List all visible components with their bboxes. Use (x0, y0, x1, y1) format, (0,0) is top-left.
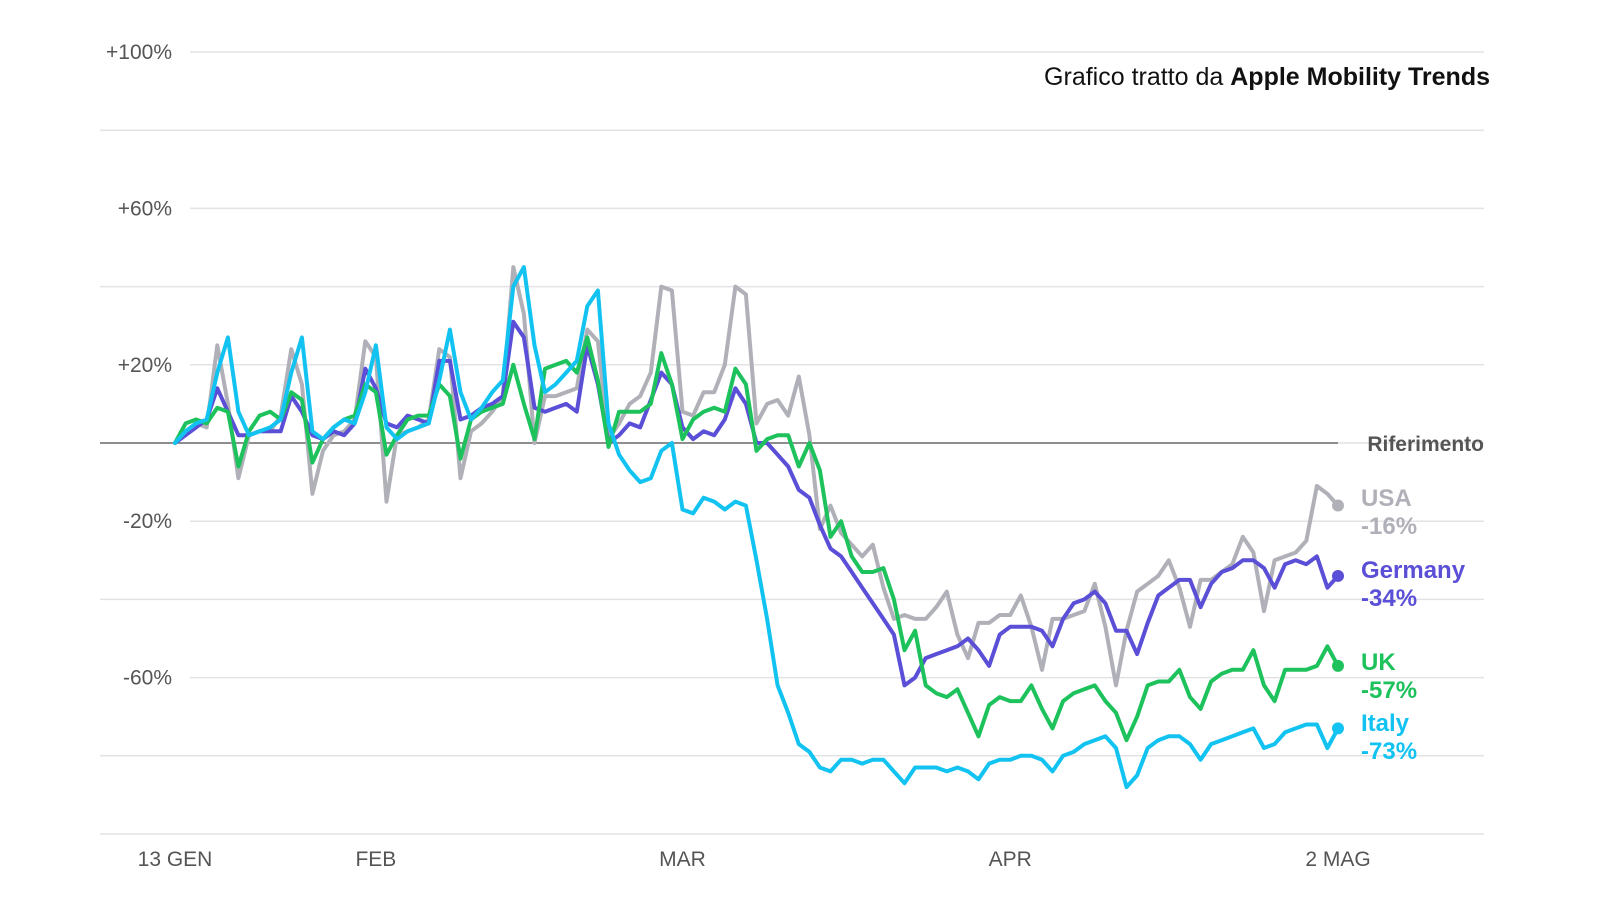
x-axis-ticks: 13 GEN FEB MAR APR 2 MAG (138, 848, 1371, 871)
y-tick-label: +60% (118, 197, 172, 220)
series-end-dot-usa (1332, 499, 1344, 512)
series-line-italy (173, 265, 1340, 790)
y-tick-label: -60% (123, 667, 172, 690)
series-end-dot-italy (1332, 722, 1344, 735)
x-tick-label: FEB (355, 848, 396, 871)
series-name-italy: Italy (1361, 710, 1410, 737)
series-end-dot-germany (1332, 569, 1344, 582)
series-end-labels: USA-16% Germany-34% UK-57% Italy-73% (1361, 485, 1466, 765)
series-name-germany: Germany (1361, 557, 1466, 584)
credit-source: Apple Mobility Trends (1230, 63, 1490, 91)
y-tick-label: +100% (106, 41, 172, 64)
series-value-uk: -57% (1361, 677, 1417, 704)
series-line-uk (173, 335, 1340, 743)
y-tick-label: -20% (123, 510, 172, 533)
y-axis-ticks: +100% +60% +20% -20% -60% (106, 41, 172, 690)
x-tick-label: APR (989, 848, 1032, 871)
series-line-usa (173, 265, 1340, 688)
series-lines (173, 265, 1344, 790)
y-tick-label: +20% (118, 354, 172, 377)
series-value-usa: -16% (1361, 513, 1417, 540)
series-line-germany (173, 319, 1340, 688)
series-value-germany: -34% (1361, 585, 1417, 612)
x-tick-label: MAR (659, 848, 706, 871)
chart-credit: Grafico tratto da Apple Mobility Trends (1044, 63, 1490, 91)
x-tick-label: 13 GEN (138, 848, 213, 871)
x-tick-label: 2 MAG (1305, 848, 1370, 871)
baseline-label: Riferimento (1367, 433, 1484, 456)
series-name-uk: UK (1361, 649, 1396, 676)
series-name-usa: USA (1361, 485, 1412, 512)
series-end-dot-uk (1332, 659, 1344, 672)
credit-prefix: Grafico tratto da (1044, 63, 1230, 91)
series-value-italy: -73% (1361, 738, 1417, 765)
